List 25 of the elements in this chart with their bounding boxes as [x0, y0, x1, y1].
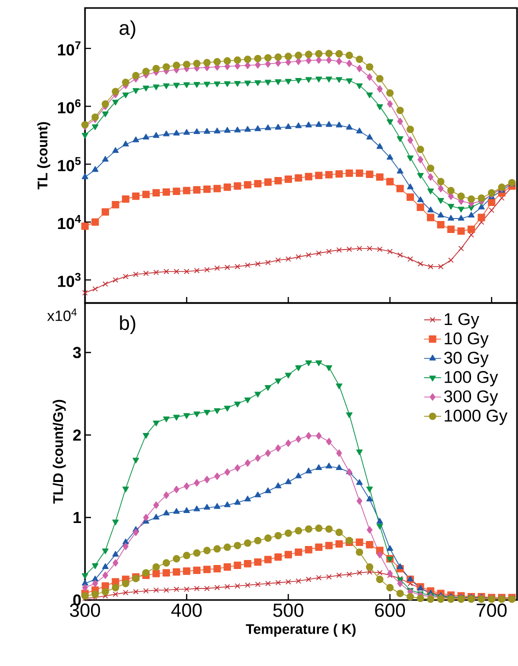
x-tick-label: 700: [476, 604, 507, 617]
annotation: a): [120, 20, 136, 39]
legend-label: 1 Gy: [444, 313, 480, 328]
y-axis-title: TL/D (count/Gy): [52, 400, 66, 504]
legend-label: 100 Gy: [444, 371, 498, 386]
x-axis-title: Temperature ( K): [246, 624, 356, 637]
legend-label: 1000 Gy: [444, 410, 508, 425]
legend-label: 300 Gy: [444, 390, 498, 406]
x-tick-label: 300: [70, 604, 100, 617]
y-tick-label: 10$^{6}$: [58, 99, 81, 114]
legend-label: 10 Gy: [444, 332, 489, 348]
y-tick-label: 10$^{4}$: [58, 215, 81, 230]
legend-label: 30 Gy: [444, 352, 489, 368]
text: x10$^{4}$: [47, 308, 77, 322]
y-tick-label: 10$^{5}$: [58, 157, 81, 172]
y-tick-label: 10$^{7}$: [58, 41, 80, 56]
y-tick-label: 10$^{3}$: [58, 272, 81, 288]
y-axis-title: TL (count): [37, 122, 50, 190]
x-tick-label: 600: [375, 604, 405, 617]
y-tick-label: 2: [73, 429, 81, 441]
y-tick-label: 1: [74, 512, 82, 523]
annotation: b): [120, 315, 136, 334]
x-tick-label: 400: [171, 604, 202, 617]
y-tick-label: 3: [72, 346, 81, 358]
x-tick-label: 500: [273, 604, 304, 617]
